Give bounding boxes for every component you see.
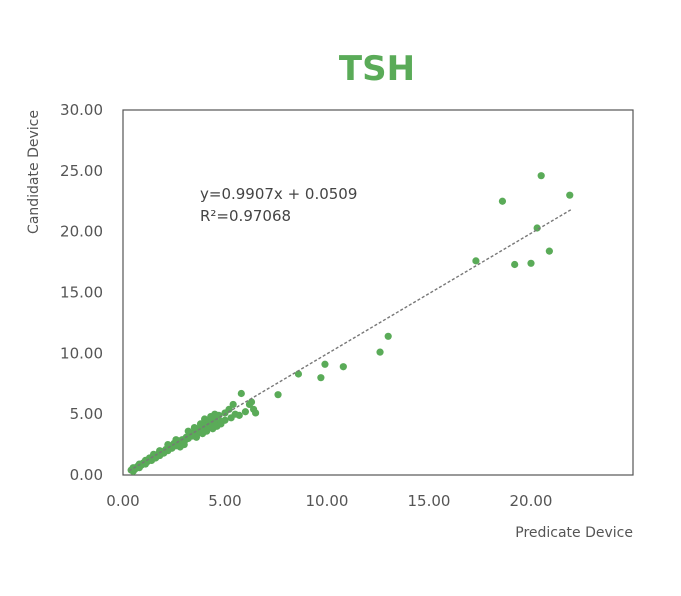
- data-point: [376, 348, 384, 356]
- x-axis-label: Predicate Device: [515, 525, 633, 541]
- data-point: [472, 257, 480, 265]
- x-tick-label: 15.00: [408, 492, 451, 510]
- data-point: [241, 408, 249, 416]
- data-point: [150, 450, 158, 458]
- data-point: [180, 440, 188, 449]
- x-tick-labels: 0.00 5.00 10.00 15.00 20.00: [106, 492, 552, 510]
- data-point: [384, 332, 392, 340]
- data-point: [274, 391, 282, 399]
- data-point: [156, 447, 164, 455]
- y-tick-labels: 0.00 5.00 10.00 15.00 20.00 25.00 30.00: [60, 101, 103, 484]
- y-tick-label: 0.00: [70, 466, 103, 484]
- trendline: [128, 208, 573, 472]
- x-tick-label: 5.00: [208, 492, 241, 510]
- y-tick-label: 20.00: [60, 223, 103, 241]
- data-point: [229, 400, 237, 409]
- y-tick-label: 5.00: [70, 405, 103, 423]
- data-point: [235, 411, 243, 419]
- data-point: [184, 427, 192, 435]
- data-point: [196, 420, 205, 428]
- x-tick-label: 10.00: [306, 492, 349, 510]
- data-point: [339, 363, 347, 371]
- data-point: [252, 409, 260, 417]
- data-point: [294, 370, 303, 378]
- data-point: [203, 427, 211, 435]
- data-point: [321, 360, 329, 368]
- data-point: [192, 433, 201, 441]
- data-point: [566, 191, 574, 199]
- regression-equation: y=0.9907x + 0.0509: [200, 185, 357, 203]
- y-tick-label: 10.00: [60, 344, 103, 362]
- y-tick-label: 15.00: [60, 284, 103, 302]
- chart-title: TSH: [339, 49, 415, 89]
- y-axis-label: Candidate Device: [26, 110, 42, 234]
- data-point: [545, 247, 553, 255]
- y-tick-label: 30.00: [60, 101, 103, 119]
- data-point: [237, 389, 245, 398]
- data-point: [537, 172, 545, 180]
- data-point: [201, 415, 209, 423]
- data-point: [317, 374, 325, 382]
- data-point: [527, 259, 535, 267]
- plot-frame: [122, 109, 634, 476]
- y-tick-label: 25.00: [60, 162, 103, 180]
- x-tick-label: 20.00: [510, 492, 553, 510]
- data-point: [190, 423, 198, 432]
- r-squared-label: R²=0.97068: [200, 207, 291, 225]
- data-point: [511, 260, 519, 269]
- data-points: [127, 172, 574, 475]
- x-tick-label: 0.00: [106, 492, 139, 510]
- data-point: [247, 398, 256, 406]
- data-point: [533, 224, 541, 232]
- data-point: [498, 197, 507, 205]
- data-point: [211, 410, 219, 418]
- data-point: [221, 416, 229, 424]
